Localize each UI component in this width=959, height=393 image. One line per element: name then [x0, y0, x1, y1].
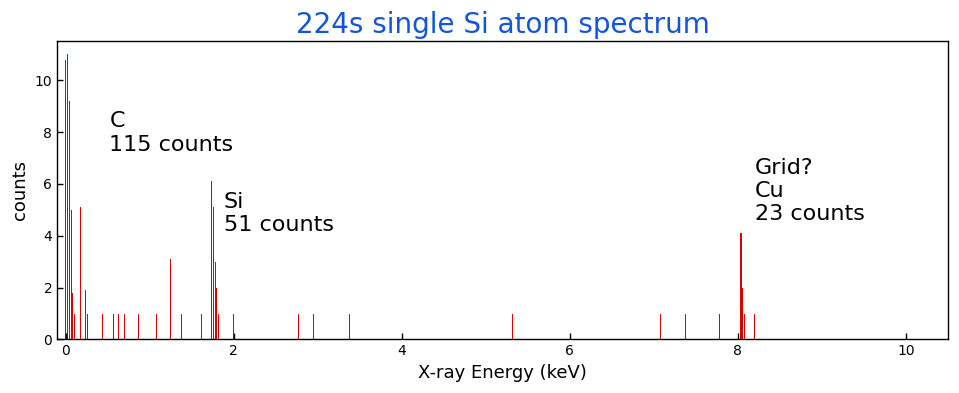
- Text: C
115 counts: C 115 counts: [109, 112, 233, 154]
- Bar: [740, 233, 742, 340]
- Text: Si
51 counts: Si 51 counts: [223, 192, 334, 235]
- Title: 224s single Si atom spectrum: 224s single Si atom spectrum: [295, 11, 710, 39]
- Bar: [69, 101, 70, 340]
- Bar: [71, 210, 72, 340]
- Bar: [65, 60, 66, 340]
- Bar: [742, 288, 743, 340]
- Bar: [80, 207, 81, 340]
- X-axis label: X-ray Energy (keV): X-ray Energy (keV): [418, 364, 587, 382]
- Y-axis label: counts: counts: [12, 160, 29, 220]
- Text: Grid?
Cu
23 counts: Grid? Cu 23 counts: [755, 158, 864, 224]
- Bar: [66, 54, 68, 340]
- Bar: [211, 182, 212, 340]
- Bar: [213, 207, 214, 340]
